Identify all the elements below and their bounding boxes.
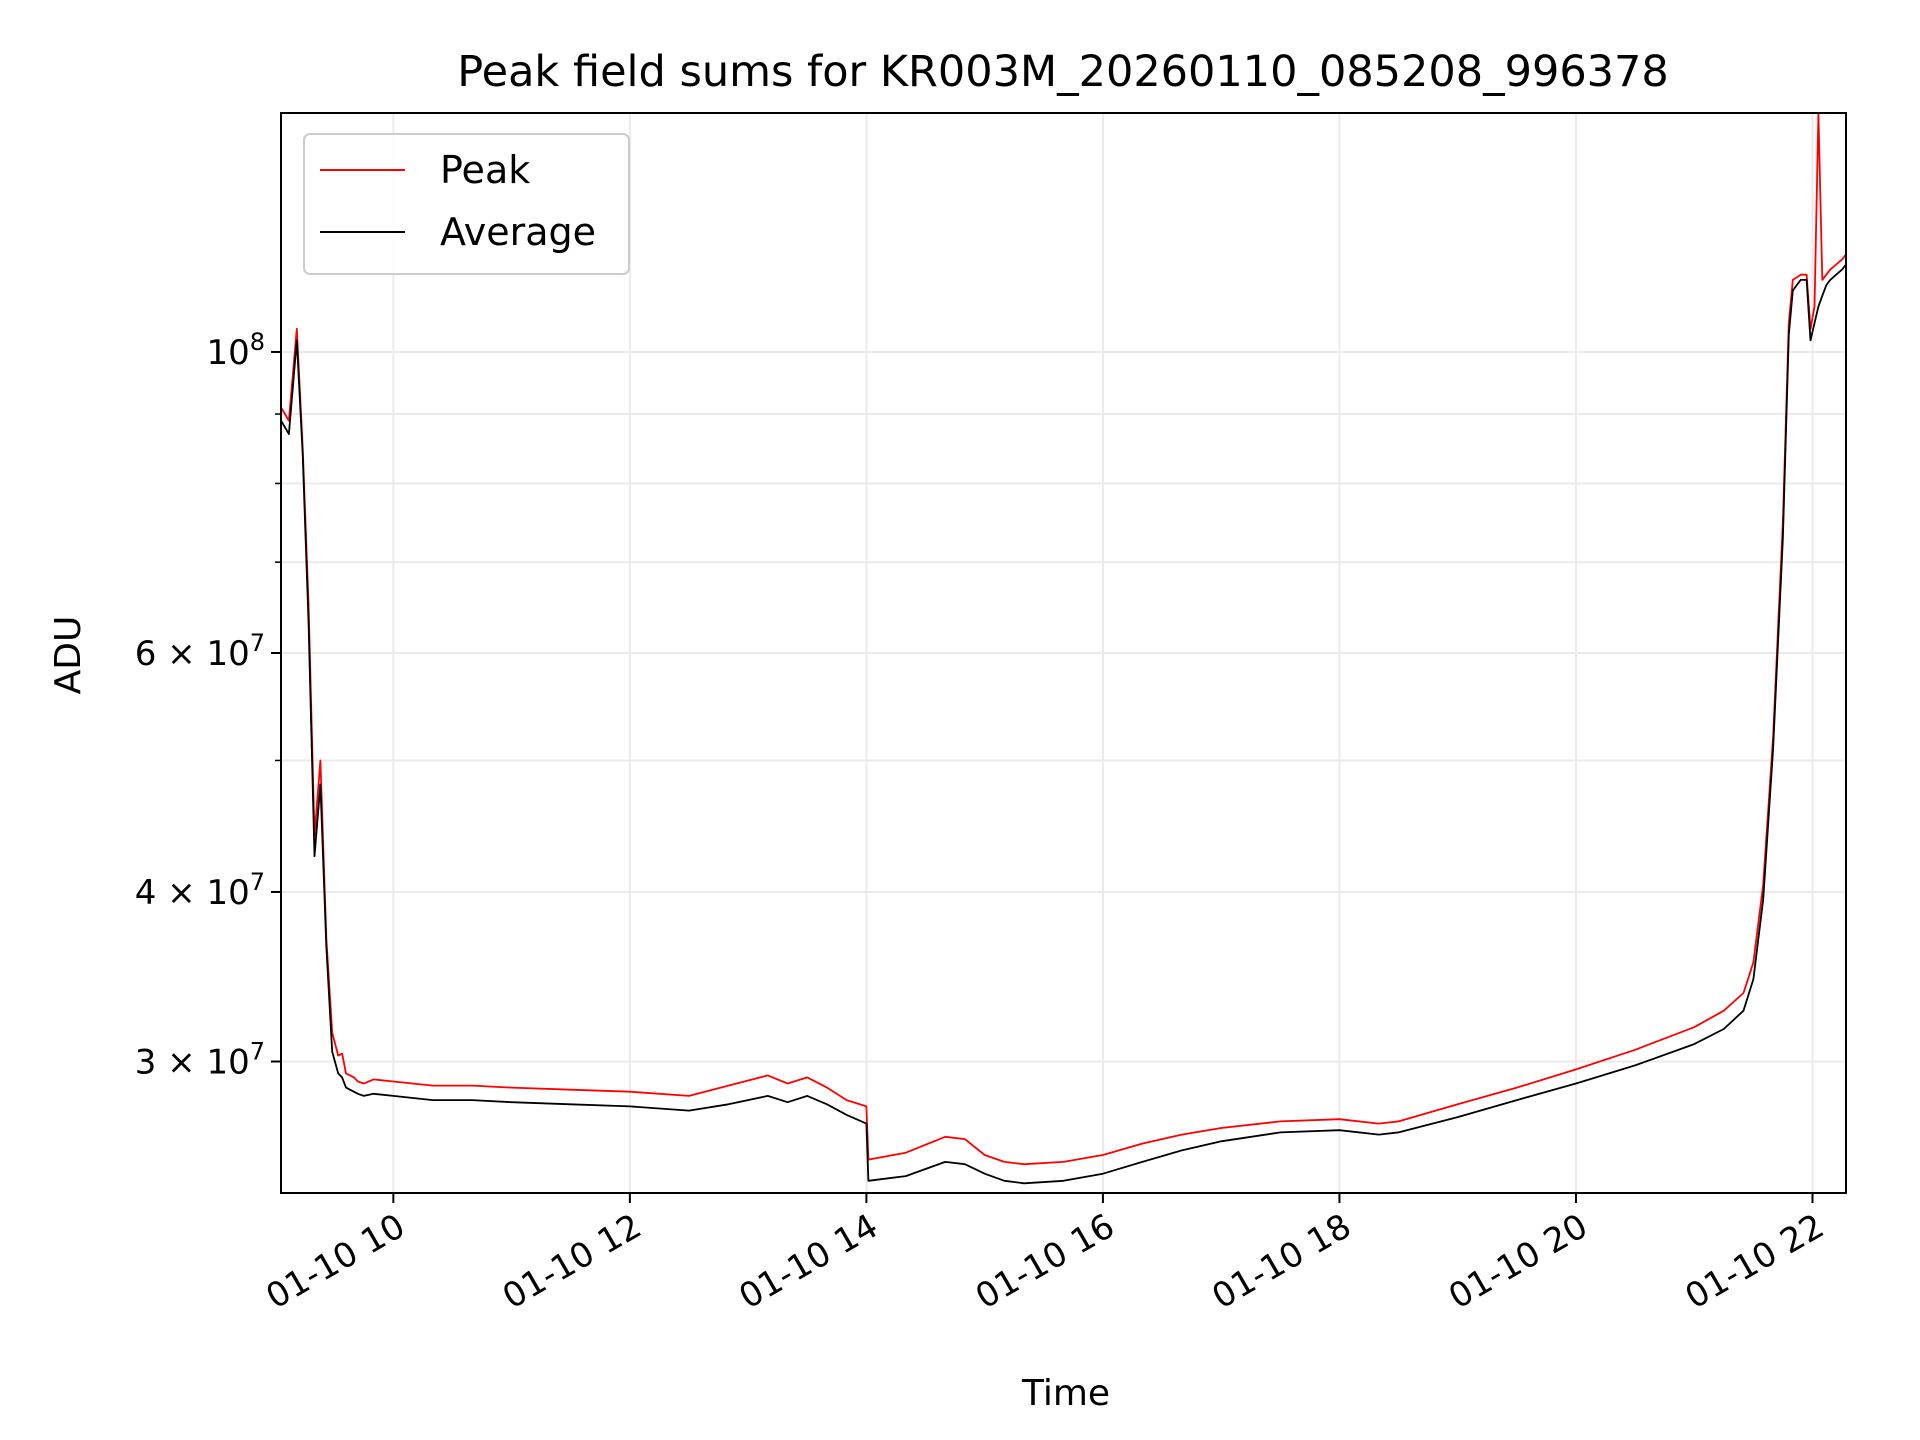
grid <box>281 113 1846 1193</box>
legend-label-average: Average <box>440 210 596 254</box>
legend: Peak Average <box>303 133 630 275</box>
x-axis-label: Time <box>1021 1373 1110 1414</box>
series-line-average <box>280 263 1847 1185</box>
y-tick-label: 4 × 107 <box>135 868 265 913</box>
chart-title: Peak field sums for KR003M_20260110_0852… <box>457 47 1669 97</box>
series-layer <box>280 112 1847 1185</box>
y-axis-label: ADU <box>48 616 89 695</box>
legend-label-peak: Peak <box>440 148 530 192</box>
y-tick-label: 6 × 107 <box>135 629 265 674</box>
y-tick-label: 3 × 107 <box>135 1037 265 1082</box>
series-line-peak <box>280 112 1847 1166</box>
